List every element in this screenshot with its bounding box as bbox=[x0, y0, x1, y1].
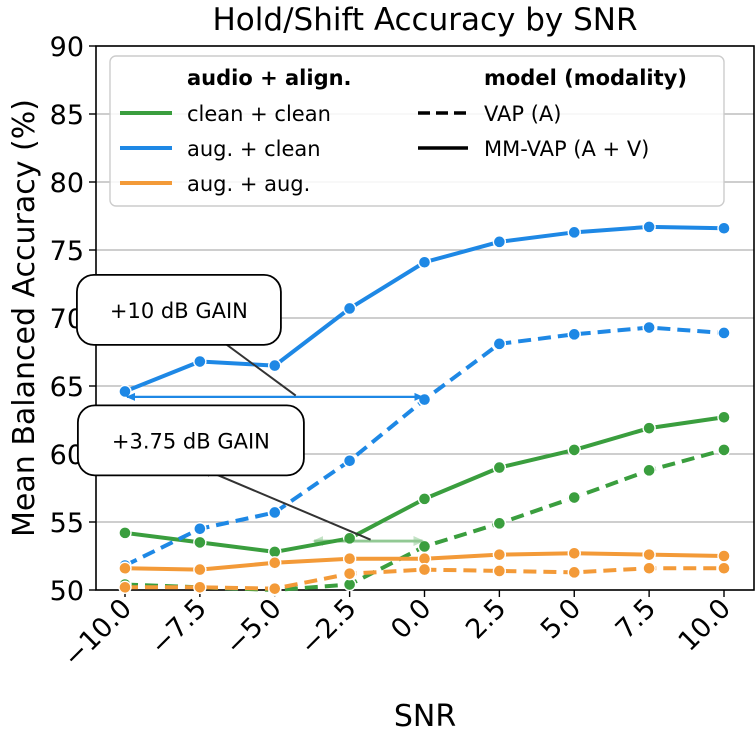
data-point bbox=[642, 320, 656, 335]
data-point bbox=[717, 221, 731, 235]
y-tick-label: 75 bbox=[50, 236, 84, 267]
data-point bbox=[642, 421, 656, 435]
legend-model-header: model (modality) bbox=[484, 66, 687, 90]
annotation-box bbox=[76, 404, 305, 477]
x-tick-label: 10.0 bbox=[673, 593, 737, 657]
data-point bbox=[417, 492, 432, 506]
data-point bbox=[268, 505, 282, 520]
data-point bbox=[193, 580, 207, 594]
legend-audio-header: audio + align. bbox=[187, 66, 352, 90]
x-tick-label: 5.0 bbox=[535, 593, 587, 645]
data-point bbox=[417, 392, 432, 407]
data-point bbox=[717, 549, 731, 563]
data-point bbox=[268, 358, 282, 373]
y-tick-label: 90 bbox=[50, 32, 84, 63]
data-point bbox=[717, 443, 731, 457]
data-point bbox=[268, 556, 282, 570]
data-point bbox=[567, 225, 581, 240]
annotation-box bbox=[76, 273, 282, 346]
x-tick-label: −2.5 bbox=[294, 593, 362, 661]
data-point bbox=[717, 561, 731, 575]
data-point bbox=[717, 326, 731, 340]
data-point bbox=[118, 384, 132, 399]
data-point bbox=[567, 546, 581, 560]
annotation-label: +3.75 dB GAIN bbox=[112, 429, 270, 453]
data-point bbox=[417, 562, 432, 577]
legend-entry-label: clean + clean bbox=[187, 102, 331, 126]
data-point bbox=[268, 581, 282, 596]
y-tick-label: 55 bbox=[50, 508, 84, 539]
y-axis-label: Mean Balanced Accuracy (%) bbox=[7, 99, 42, 537]
data-point bbox=[492, 564, 507, 578]
legend: audio + align. model (modality) clean + cl… bbox=[109, 55, 725, 207]
data-point bbox=[492, 516, 507, 531]
data-point bbox=[342, 531, 357, 546]
data-point bbox=[492, 460, 507, 475]
data-point bbox=[567, 443, 581, 457]
data-point bbox=[193, 562, 207, 577]
data-point bbox=[193, 354, 207, 369]
data-point bbox=[342, 454, 357, 468]
data-point bbox=[342, 552, 357, 566]
annotation-pointer bbox=[198, 466, 371, 541]
data-point bbox=[118, 580, 132, 594]
x-tick-label: 2.5 bbox=[460, 593, 512, 645]
x-tick-label: −5.0 bbox=[219, 593, 287, 661]
data-point bbox=[492, 337, 507, 351]
legend-entry-label: aug. + aug. bbox=[187, 172, 310, 196]
data-point bbox=[118, 561, 132, 575]
data-point bbox=[417, 255, 432, 269]
data-point bbox=[642, 463, 656, 478]
y-tick-label: 65 bbox=[50, 372, 84, 403]
data-point bbox=[642, 547, 656, 562]
data-point bbox=[642, 220, 656, 234]
legend-entry-label: MM-VAP (A + V) bbox=[484, 137, 649, 161]
data-point bbox=[642, 561, 656, 575]
legend-entry-label: aug. + clean bbox=[187, 137, 321, 161]
data-point bbox=[342, 301, 357, 316]
y-tick-label: 85 bbox=[50, 100, 84, 131]
x-tick-label: −7.5 bbox=[145, 593, 213, 661]
x-tick-label: 7.5 bbox=[610, 593, 662, 645]
data-point bbox=[567, 565, 581, 580]
data-point bbox=[118, 526, 132, 540]
data-point bbox=[567, 490, 581, 505]
legend-entry-label: VAP (A) bbox=[484, 102, 561, 126]
annotations: +10 dB GAIN +3.75 dB GAIN bbox=[76, 273, 425, 547]
data-point bbox=[567, 327, 581, 342]
x-axis-label: SNR bbox=[394, 699, 456, 732]
data-point bbox=[193, 535, 207, 550]
chart-title: Hold/Shift Accuracy by SNR bbox=[213, 2, 638, 38]
x-tick-label: 0.0 bbox=[385, 593, 437, 645]
data-point bbox=[193, 522, 207, 536]
legend-frame bbox=[109, 55, 725, 207]
data-point bbox=[492, 235, 507, 249]
y-tick-label: 80 bbox=[50, 168, 84, 199]
data-point bbox=[492, 547, 507, 562]
annotation-label: +10 dB GAIN bbox=[110, 299, 248, 323]
data-point bbox=[717, 410, 731, 424]
data-point bbox=[342, 566, 357, 581]
y-tick-label: 50 bbox=[50, 576, 84, 607]
